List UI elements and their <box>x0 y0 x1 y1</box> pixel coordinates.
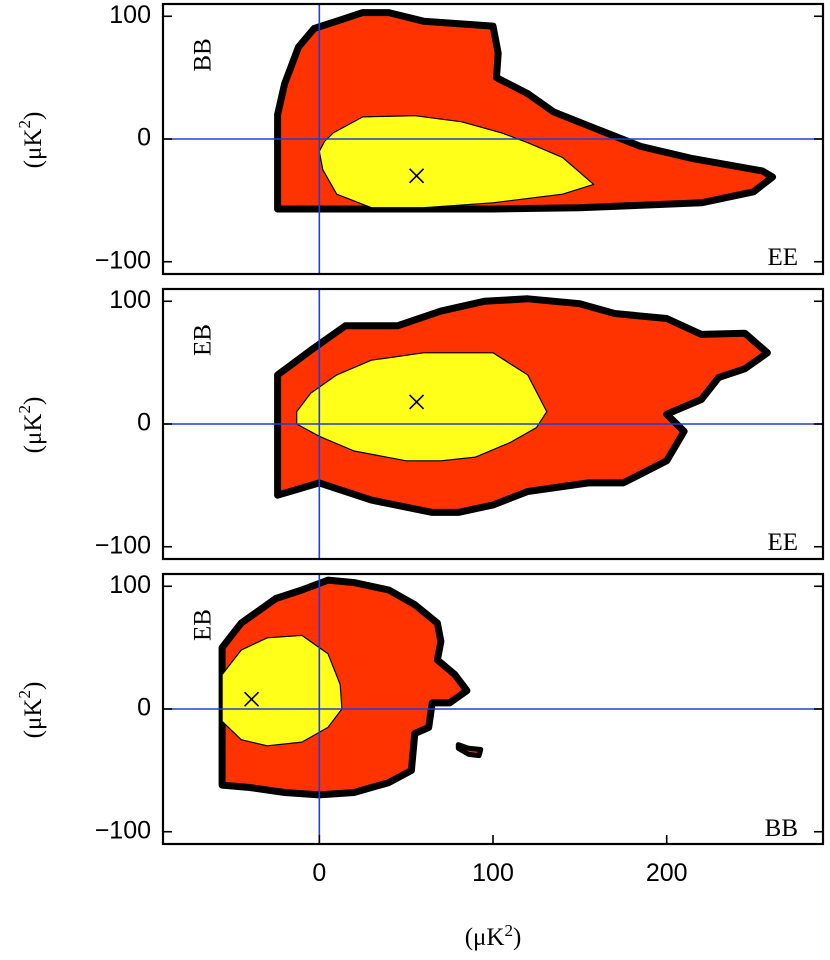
corner-label: EE <box>767 244 798 271</box>
x-axis-label: (μK2) <box>465 921 522 951</box>
small-island-contour <box>455 742 484 759</box>
panel-label: EB <box>190 324 217 356</box>
y-axis-label-close: ) <box>20 397 47 405</box>
x-tick-label: 0 <box>312 859 326 887</box>
panel-eb-vs-ee: 100 0 −100 EB EE (μK2) <box>15 286 825 561</box>
best-fit-cross-marker <box>409 168 425 184</box>
x-axis-label-close: ) <box>513 924 521 951</box>
y-tick-label: 100 <box>109 286 151 314</box>
best-fit-cross-stroke <box>409 394 425 410</box>
y-tick-label: 0 <box>137 409 151 437</box>
panel-label: EB <box>190 609 217 641</box>
y-tick-label: −100 <box>95 531 151 559</box>
y-tick-label: 100 <box>109 1 151 29</box>
x-axis-label-sup: 2 <box>504 921 513 940</box>
y-tick-group: 100 0 −100 <box>95 571 823 844</box>
best-fit-cross-stroke <box>244 691 260 707</box>
best-fit-cross-marker <box>409 394 425 410</box>
y-axis-label-close: ) <box>20 682 47 690</box>
panel-eb-vs-bb: 100 0 −100 0 100 200 EB BB (μK2) (μK2) <box>15 571 825 951</box>
best-fit-cross-marker <box>244 691 260 707</box>
y-axis-label: (μK2) <box>15 682 47 739</box>
y-axis-label-sup: 2 <box>15 120 34 129</box>
y-axis-label-sup: 2 <box>15 690 34 699</box>
y-axis-label: (μK2) <box>15 112 47 169</box>
x-tick-group: 0 100 200 <box>312 835 688 887</box>
inner-contour-region <box>221 634 343 747</box>
y-tick-label: 0 <box>137 694 151 722</box>
y-tick-label: −100 <box>95 246 151 274</box>
best-fit-cross-stroke <box>409 168 425 184</box>
y-tick-label: 0 <box>137 124 151 152</box>
y-tick-group: 100 0 −100 <box>95 1 823 274</box>
corner-label: BB <box>765 815 798 842</box>
corner-label: EE <box>767 529 798 556</box>
x-tick-label: 100 <box>472 859 514 887</box>
y-axis-label-close: ) <box>20 112 47 120</box>
y-tick-group: 100 0 −100 <box>95 286 823 559</box>
x-tick-label: 200 <box>646 859 688 887</box>
y-tick-label: −100 <box>95 816 151 844</box>
panel-label: BB <box>190 38 217 71</box>
y-axis-label: (μK2) <box>15 397 47 454</box>
panel-bb-vs-ee: 100 0 −100 BB EE (μK2) <box>15 1 825 276</box>
y-tick-label: 100 <box>109 571 151 599</box>
y-axis-label-sup: 2 <box>15 405 34 414</box>
